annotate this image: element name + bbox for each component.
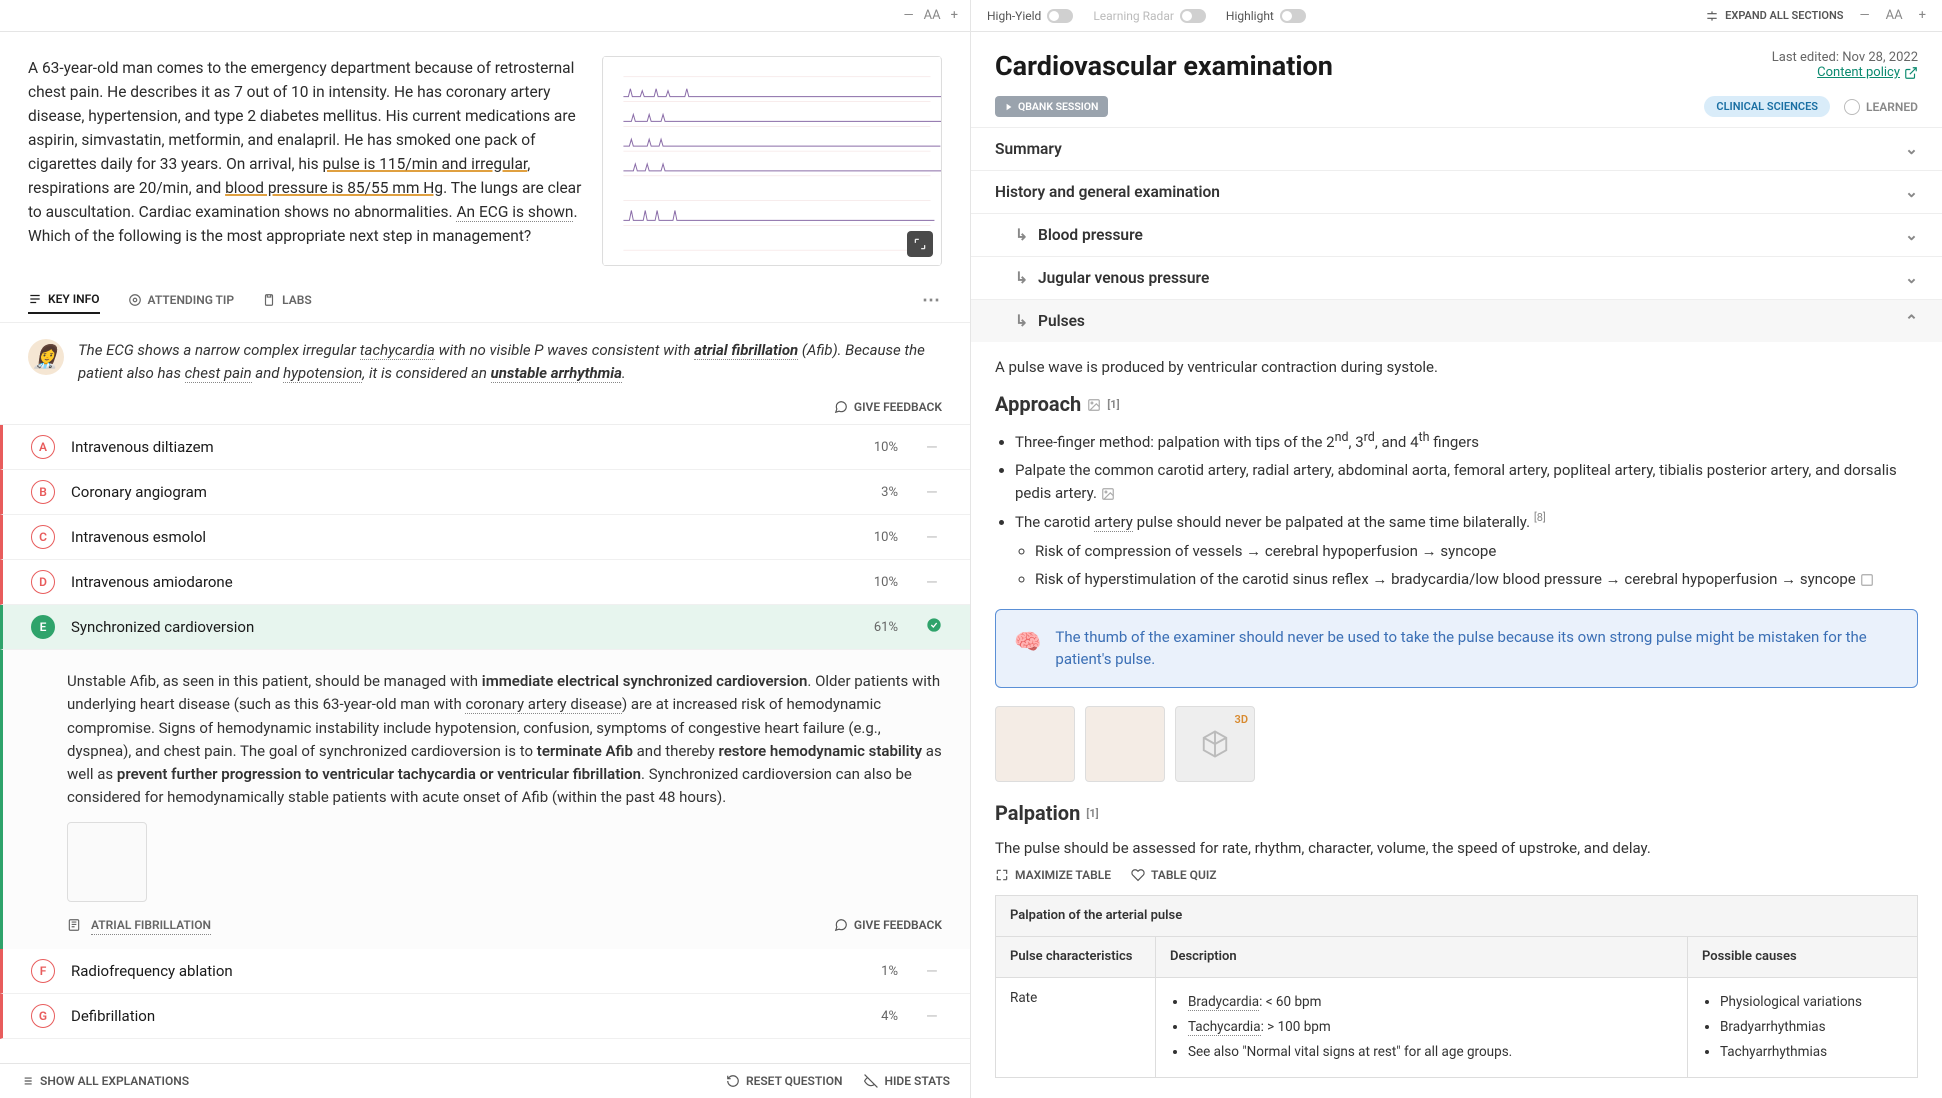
- dash-icon: —: [926, 1007, 942, 1025]
- give-feedback-button[interactable]: GIVE FEEDBACK: [834, 916, 942, 935]
- tab-labs[interactable]: LABS: [262, 287, 312, 313]
- chevron-down-icon: ⌄: [1905, 269, 1918, 287]
- callout-tip: 🧠 The thumb of the examiner should never…: [995, 609, 1918, 688]
- answer-choice-b[interactable]: B Coronary angiogram 3% —: [0, 470, 970, 515]
- article-title: Cardiovascular examination: [995, 50, 1333, 82]
- answer-percent: 10%: [874, 530, 898, 545]
- answer-choice-c[interactable]: C Intravenous esmolol 10% —: [0, 515, 970, 560]
- approach-list: Three-finger method: palpation with tips…: [995, 428, 1918, 591]
- answer-text: Intravenous diltiazem: [71, 438, 214, 456]
- related-article-link[interactable]: ATRIAL FIBRILLATION: [91, 916, 211, 936]
- answer-letter: C: [31, 525, 55, 549]
- maximize-table-button[interactable]: MAXIMIZE TABLE: [995, 866, 1111, 885]
- answer-letter: F: [31, 959, 55, 983]
- chevron-down-icon: ⌄: [1905, 226, 1918, 244]
- answer-letter: G: [31, 1004, 55, 1028]
- ecg-image[interactable]: [602, 56, 942, 266]
- font-decrease-button-right[interactable]: —: [1859, 8, 1869, 23]
- chevron-down-icon: ⌄: [1905, 140, 1918, 158]
- font-size-label: AA: [924, 8, 941, 23]
- last-edited: Last edited: Nov 28, 2022: [1772, 50, 1918, 65]
- pulse-highlight: pulse is 115/min and irregular: [323, 155, 528, 173]
- answer-explanation: Unstable Afib, as seen in this patient, …: [0, 650, 970, 949]
- answer-letter: D: [31, 570, 55, 594]
- image-icon[interactable]: [1087, 398, 1101, 412]
- content-policy-link[interactable]: Content policy: [1817, 65, 1918, 80]
- reset-question-button[interactable]: RESET QUESTION: [726, 1074, 843, 1088]
- hide-stats-button[interactable]: HIDE STATS: [864, 1074, 950, 1088]
- palpation-table: Palpation of the arterial pulse Pulse ch…: [995, 895, 1918, 1078]
- dash-icon: —: [926, 962, 942, 980]
- answer-text: Intravenous amiodarone: [71, 573, 233, 591]
- chevron-up-icon: ⌃: [1905, 312, 1918, 330]
- font-decrease-button[interactable]: —: [903, 8, 913, 23]
- dash-icon: —: [926, 528, 942, 546]
- cube-icon: [1200, 729, 1230, 759]
- brain-icon: 🧠: [1014, 626, 1041, 671]
- answer-letter: E: [31, 615, 55, 639]
- dash-icon: —: [926, 438, 942, 456]
- high-yield-toggle[interactable]: High-Yield: [987, 9, 1073, 23]
- pulses-intro: A pulse wave is produced by ventricular …: [995, 356, 1918, 379]
- section-summary[interactable]: Summary ⌄: [971, 127, 1942, 170]
- answer-text: Synchronized cardioversion: [71, 618, 254, 636]
- dash-icon: —: [926, 483, 942, 501]
- answer-letter: B: [31, 480, 55, 504]
- learning-radar-toggle[interactable]: Learning Radar: [1093, 9, 1206, 23]
- article-icon: [67, 918, 81, 932]
- image-icon[interactable]: [1860, 573, 1874, 587]
- answer-choice-f[interactable]: F Radiofrequency ablation 1% —: [0, 949, 970, 994]
- check-icon: [926, 617, 942, 637]
- instructor-avatar: 👩‍⚕️: [28, 339, 64, 375]
- clinical-sciences-badge: CLINICAL SCIENCES: [1704, 96, 1830, 117]
- expand-image-button[interactable]: [907, 231, 933, 257]
- palpation-heading: Palpation [1]: [995, 798, 1918, 829]
- key-info-text: The ECG shows a narrow complex irregular…: [78, 339, 942, 384]
- answer-percent: 4%: [881, 1009, 898, 1024]
- answer-text: Intravenous esmolol: [71, 528, 206, 546]
- answer-percent: 61%: [874, 620, 898, 635]
- chevron-down-icon: ⌄: [1905, 183, 1918, 201]
- highlight-toggle[interactable]: Highlight: [1226, 9, 1306, 23]
- answer-choice-a[interactable]: A Intravenous diltiazem 10% —: [0, 425, 970, 470]
- answer-text: Defibrillation: [71, 1007, 155, 1025]
- section-pulses[interactable]: ↳Pulses ⌃: [971, 299, 1942, 342]
- answer-choice-d[interactable]: D Intravenous amiodarone 10% —: [0, 560, 970, 605]
- qbank-session-badge[interactable]: QBANK SESSION: [995, 96, 1108, 117]
- section-jvp[interactable]: ↳Jugular venous pressure ⌄: [971, 256, 1942, 299]
- tab-attending-tip[interactable]: ATTENDING TIP: [128, 287, 235, 313]
- approach-heading: Approach [1]: [995, 389, 1918, 420]
- thumbnail-image[interactable]: [995, 706, 1075, 782]
- image-icon[interactable]: [1101, 487, 1115, 501]
- answer-text: Radiofrequency ablation: [71, 962, 233, 980]
- font-increase-button[interactable]: +: [951, 8, 958, 23]
- answer-text: Coronary angiogram: [71, 483, 207, 501]
- font-size-label-right: AA: [1886, 8, 1903, 23]
- bp-highlight: blood pressure is 85/55 mm Hg: [225, 179, 443, 197]
- answer-percent: 3%: [881, 485, 898, 500]
- tabs-overflow-button[interactable]: ⋯: [922, 290, 942, 311]
- show-all-explanations-button[interactable]: SHOW ALL EXPLANATIONS: [20, 1074, 189, 1088]
- thumbnail-image[interactable]: [1085, 706, 1165, 782]
- question-stem: A 63-year-old man comes to the emergency…: [28, 56, 582, 266]
- ecg-link[interactable]: An ECG is shown: [456, 203, 573, 222]
- section-blood-pressure[interactable]: ↳Blood pressure ⌄: [971, 213, 1942, 256]
- answer-percent: 10%: [874, 440, 898, 455]
- answer-percent: 10%: [874, 575, 898, 590]
- font-increase-button-right[interactable]: +: [1919, 8, 1926, 23]
- palpation-intro: The pulse should be assessed for rate, r…: [995, 837, 1918, 860]
- expand-all-sections-button[interactable]: EXPAND ALL SECTIONS: [1705, 9, 1843, 23]
- give-feedback-button[interactable]: GIVE FEEDBACK: [0, 400, 970, 424]
- answer-letter: A: [31, 435, 55, 459]
- table-quiz-button[interactable]: TABLE QUIZ: [1131, 866, 1217, 885]
- section-history[interactable]: History and general examination ⌄: [971, 170, 1942, 213]
- tab-key-info[interactable]: KEY INFO: [28, 286, 100, 314]
- answer-choice-e[interactable]: E Synchronized cardioversion 61%: [0, 605, 970, 650]
- answer-choice-g[interactable]: G Defibrillation 4% —: [0, 994, 970, 1039]
- thumbnail-3d[interactable]: 3D: [1175, 706, 1255, 782]
- explanation-thumbnail[interactable]: [67, 822, 147, 902]
- answer-percent: 1%: [881, 964, 898, 979]
- learned-toggle[interactable]: LEARNED: [1844, 99, 1918, 115]
- dash-icon: —: [926, 573, 942, 591]
